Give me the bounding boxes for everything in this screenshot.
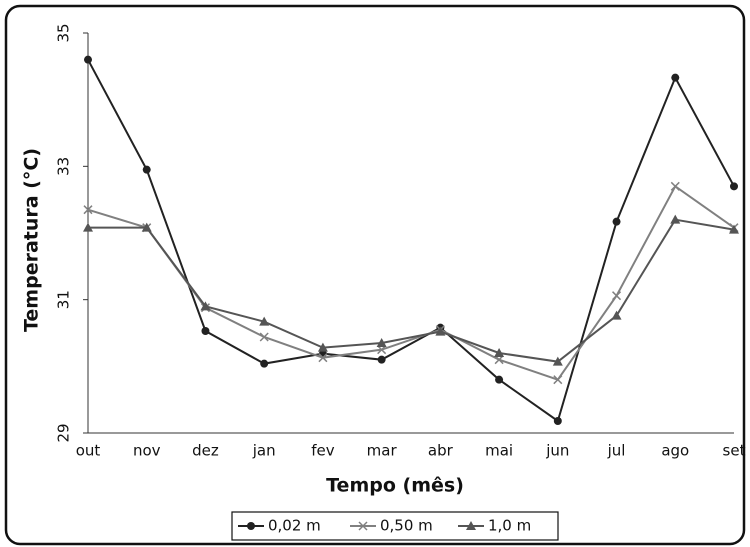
- x-tick-label: out: [76, 442, 101, 460]
- marker: [612, 291, 622, 301]
- x-tick-label: set: [723, 442, 746, 460]
- y-tick-label: 31: [55, 290, 73, 309]
- y-tick-label: 29: [55, 423, 73, 442]
- marker: [259, 332, 269, 342]
- marker: [466, 521, 476, 530]
- marker: [84, 55, 92, 64]
- x-tick-label: jun: [545, 442, 569, 460]
- marker: [141, 222, 152, 232]
- chart-frame: [4, 4, 746, 546]
- legend-box: [231, 511, 559, 541]
- legend-label: 0,02 m: [268, 517, 321, 535]
- marker: [552, 356, 563, 366]
- y-tick-label: 35: [55, 23, 73, 42]
- series-line: [87, 59, 735, 423]
- legend-label: 1,0 m: [488, 517, 531, 535]
- marker: [729, 224, 739, 234]
- x-tick-label: nov: [133, 442, 161, 460]
- x-tick-label: abr: [428, 442, 454, 460]
- y-tick-label: 33: [55, 157, 73, 176]
- x-tick-label: mai: [485, 442, 513, 460]
- x-tick-label: jan: [252, 442, 276, 460]
- marker: [730, 182, 738, 191]
- x-tick-label: mar: [367, 442, 398, 460]
- marker: [201, 327, 210, 335]
- legend-label: 0,50 m: [380, 517, 433, 535]
- marker: [83, 222, 93, 232]
- x-tick-label: ago: [661, 442, 689, 460]
- marker: [376, 338, 387, 347]
- marker: [317, 342, 328, 352]
- series-line: [88, 218, 735, 363]
- x-tick-label: jul: [607, 442, 626, 460]
- marker: [377, 355, 386, 364]
- x-tick-label: dez: [192, 442, 219, 460]
- marker: [142, 165, 151, 174]
- marker: [553, 417, 562, 425]
- y-axis-label: Temperatura (°C): [21, 148, 43, 332]
- marker: [247, 522, 255, 530]
- marker: [358, 521, 368, 531]
- x-axis-label: Tempo (mês): [326, 475, 464, 497]
- marker: [200, 301, 211, 311]
- x-tick-label: fev: [311, 442, 335, 460]
- marker: [435, 326, 446, 336]
- marker: [612, 217, 621, 226]
- marker: [670, 214, 681, 224]
- marker: [611, 310, 622, 320]
- marker: [494, 355, 504, 365]
- marker: [377, 345, 387, 355]
- marker: [495, 375, 504, 384]
- marker: [553, 375, 563, 385]
- marker: [670, 181, 680, 191]
- marker: [494, 348, 505, 357]
- marker: [260, 359, 269, 368]
- marker: [83, 205, 93, 215]
- marker: [259, 316, 270, 326]
- marker: [318, 353, 328, 363]
- marker: [671, 73, 680, 82]
